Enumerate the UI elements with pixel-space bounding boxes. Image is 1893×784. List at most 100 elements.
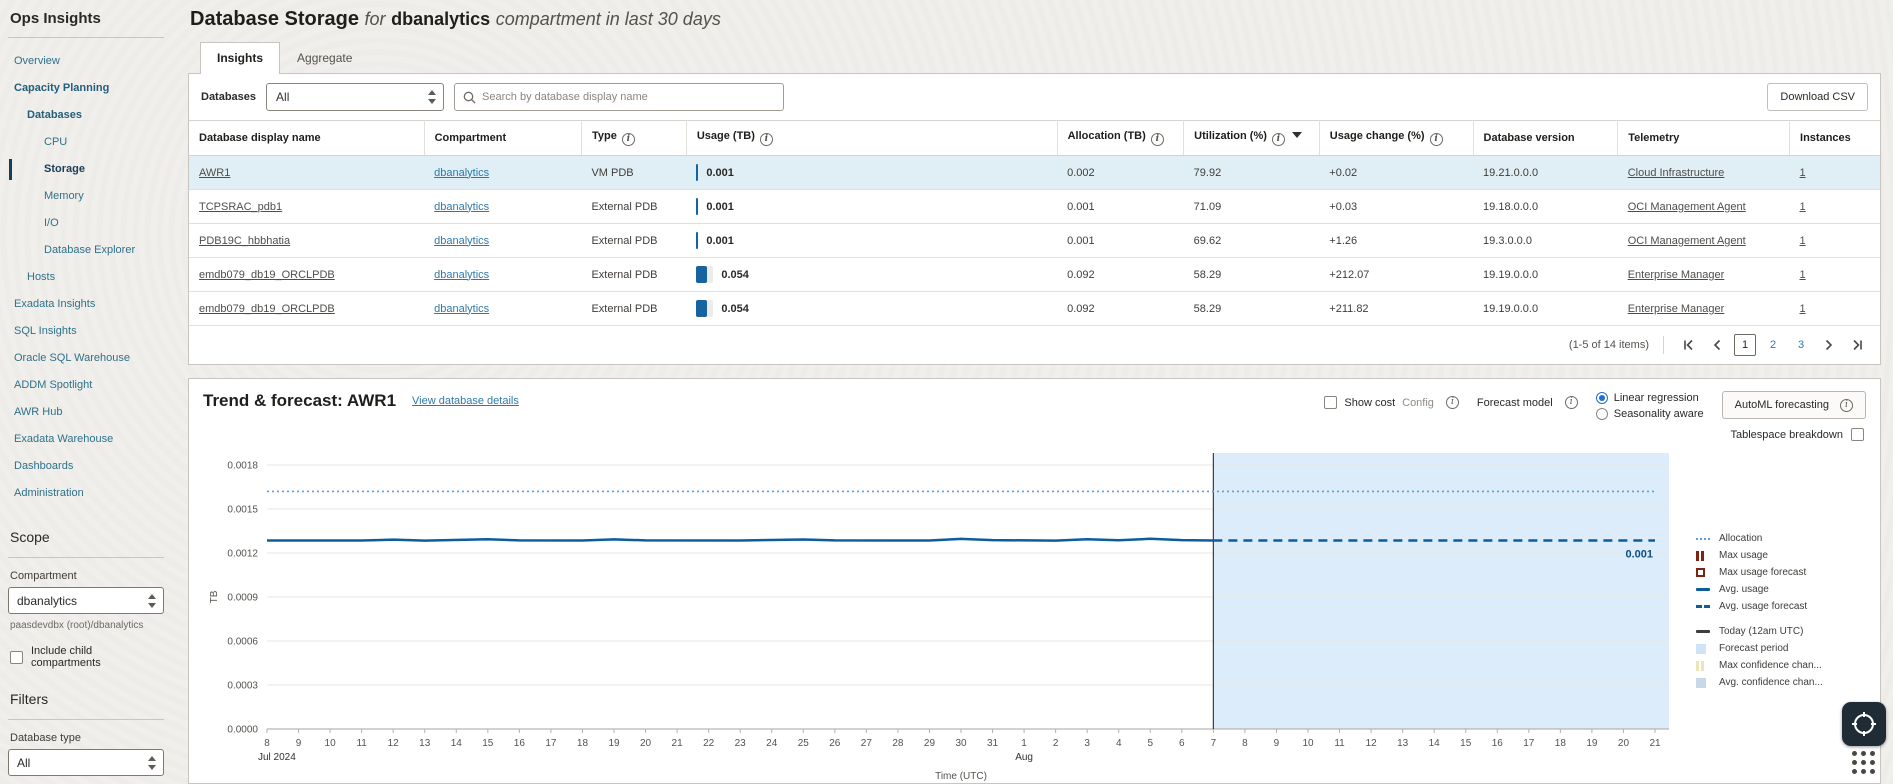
table-row[interactable]: TCPSRAC_pdb1 dbanalytics External PDB 0.001…	[189, 189, 1880, 224]
database-name-link[interactable]: AWR1	[199, 166, 231, 179]
svg-text:21: 21	[672, 738, 684, 749]
database-name-link[interactable]: emdb079_db19_ORCLPDB	[199, 268, 335, 281]
info-icon[interactable]	[759, 133, 773, 146]
download-csv-button[interactable]: Download CSV	[1767, 83, 1868, 111]
sidebar-item-addm-spotlight[interactable]: ADDM Spotlight	[14, 379, 93, 391]
table-row[interactable]: AWR1 dbanalytics VM PDB 0.001 0.002 79.92 +0.0…	[189, 155, 1880, 190]
table-row[interactable]: emdb079_db19_ORCLPDB dbanalytics External …	[189, 291, 1880, 326]
show-cost-checkbox[interactable]	[1324, 396, 1338, 409]
table-row[interactable]: emdb079_db19_ORCLPDB dbanalytics External …	[189, 257, 1880, 292]
view-database-details-link[interactable]: View database details	[412, 395, 519, 407]
database-name-link[interactable]: PDB19C_hbbhatia	[199, 234, 291, 247]
cell-usage: 0.054	[686, 291, 1058, 326]
database-type-select[interactable]: All	[8, 749, 164, 776]
globe-widget-button[interactable]	[1842, 702, 1886, 746]
sidebar-item-administration[interactable]: Administration	[14, 487, 84, 499]
pagination-first-button[interactable]	[1678, 334, 1700, 356]
info-icon[interactable]	[1429, 133, 1443, 146]
legend-item-avg-confidence-chan[interactable]: Avg. confidence chan...	[1696, 677, 1866, 688]
sidebar-item-i-o[interactable]: I/O	[44, 217, 59, 229]
sidebar-item-capacity-planning[interactable]: Capacity Planning	[14, 82, 110, 94]
pagination-next-button[interactable]	[1818, 334, 1840, 356]
info-icon[interactable]	[1150, 133, 1164, 146]
column-header-database-display-name[interactable]: Database display name	[189, 120, 425, 156]
tab-insights[interactable]: Insights	[200, 42, 281, 74]
compartment-link[interactable]: dbanalytics	[434, 234, 490, 247]
databases-select[interactable]: All	[266, 83, 445, 111]
pagination-page-1[interactable]: 1	[1734, 334, 1756, 356]
column-header-database-version[interactable]: Database version	[1473, 120, 1619, 156]
sidebar-item-exadata-insights[interactable]: Exadata Insights	[14, 298, 96, 310]
instances-link[interactable]: 1	[1799, 234, 1806, 247]
instances-link[interactable]: 1	[1799, 268, 1806, 281]
compartment-select[interactable]: dbanalytics	[8, 587, 164, 614]
info-icon[interactable]	[1271, 133, 1285, 146]
telemetry-link[interactable]: OCI Management Agent	[1627, 234, 1746, 247]
pagination-prev-button[interactable]	[1706, 334, 1728, 356]
sidebar-item-databases[interactable]: Databases	[27, 109, 83, 121]
radio-option-linear-regression[interactable]: Linear regression	[1595, 392, 1704, 404]
compartment-link[interactable]: dbanalytics	[434, 302, 490, 315]
search-input[interactable]	[482, 91, 776, 103]
sidebar-item-oracle-sql-warehouse[interactable]: Oracle SQL Warehouse	[14, 352, 130, 364]
automl-info-icon[interactable]	[1840, 398, 1853, 412]
instances-link[interactable]: 1	[1799, 200, 1806, 213]
cell-database-name: PDB19C_hbbhatia	[189, 223, 425, 258]
database-name-link[interactable]: emdb079_db19_ORCLPDB	[199, 302, 335, 315]
automl-forecasting-button[interactable]: AutoML forecasting	[1721, 391, 1866, 419]
telemetry-link[interactable]: OCI Management Agent	[1627, 200, 1746, 213]
legend-item-today-12am-utc[interactable]: Today (12am UTC)	[1696, 626, 1866, 637]
column-header-usage-tb[interactable]: Usage (TB)	[686, 120, 1058, 156]
column-header-utilization[interactable]: Utilization (%)	[1183, 120, 1320, 156]
column-header-compartment[interactable]: Compartment	[424, 120, 582, 156]
sidebar-item-memory[interactable]: Memory	[44, 190, 84, 202]
config-label[interactable]: Config	[1402, 396, 1434, 409]
instances-link[interactable]: 1	[1799, 302, 1806, 315]
telemetry-link[interactable]: Cloud Infrastructure	[1627, 166, 1725, 179]
legend-item-allocation[interactable]: Allocation	[1696, 533, 1866, 544]
column-header-instances[interactable]: Instances	[1789, 120, 1880, 156]
compartment-link[interactable]: dbanalytics	[434, 268, 490, 281]
sidebar-item-storage[interactable]: Storage	[8, 156, 164, 183]
drag-handle-dots-icon[interactable]	[1851, 751, 1877, 776]
legend-item-forecast-period[interactable]: Forecast period	[1696, 643, 1866, 654]
radio-option-seasonality-aware[interactable]: Seasonality aware	[1595, 408, 1704, 420]
instances-link[interactable]: 1	[1799, 166, 1806, 179]
sidebar-item-sql-insights[interactable]: SQL Insights	[14, 325, 77, 337]
table-row[interactable]: PDB19C_hbbhatia dbanalytics External PDB 0.…	[189, 223, 1880, 258]
sidebar-item-database-explorer[interactable]: Database Explorer	[44, 244, 136, 256]
config-info-icon[interactable]	[1445, 396, 1459, 409]
sidebar-item-exadata-warehouse[interactable]: Exadata Warehouse	[14, 433, 114, 445]
legend-item-max-usage-forecast[interactable]: Max usage forecast	[1696, 567, 1866, 578]
database-name-link[interactable]: TCPSRAC_pdb1	[199, 200, 283, 213]
column-header-usage-change[interactable]: Usage change (%)	[1319, 120, 1474, 156]
tablespace-breakdown-checkbox[interactable]	[1851, 428, 1864, 441]
column-header-allocation-tb[interactable]: Allocation (TB)	[1057, 120, 1185, 156]
sidebar-item-dashboards[interactable]: Dashboards	[14, 460, 74, 472]
forecast-model-info-icon[interactable]	[1564, 396, 1578, 409]
legend-item-max-usage[interactable]: Max usage	[1696, 550, 1866, 561]
pagination-last-button[interactable]	[1846, 334, 1868, 356]
sort-descending-icon[interactable]	[1291, 132, 1302, 138]
legend-item-avg-usage[interactable]: Avg. usage	[1696, 584, 1866, 595]
pagination-page-3[interactable]: 3	[1797, 339, 1805, 351]
tab-aggregate[interactable]: Aggregate	[297, 51, 353, 65]
legend-item-avg-usage-forecast[interactable]: Avg. usage forecast	[1696, 601, 1866, 612]
pagination-page-2[interactable]: 2	[1769, 339, 1777, 351]
legend-label: Today (12am UTC)	[1719, 626, 1804, 637]
column-header-telemetry[interactable]: Telemetry	[1617, 120, 1791, 156]
legend-item-max-confidence-chan[interactable]: Max confidence chan...	[1696, 660, 1866, 671]
compartment-link[interactable]: dbanalytics	[434, 200, 490, 213]
sidebar-item-hosts[interactable]: Hosts	[27, 271, 56, 283]
column-header-type[interactable]: Type	[581, 120, 687, 156]
info-icon[interactable]	[621, 133, 635, 146]
include-child-compartments-checkbox[interactable]	[10, 650, 23, 664]
telemetry-link[interactable]: Enterprise Manager	[1627, 302, 1725, 315]
sidebar-item-cpu[interactable]: CPU	[44, 136, 68, 148]
compartment-link[interactable]: dbanalytics	[434, 166, 490, 179]
sidebar-item-awr-hub[interactable]: AWR Hub	[14, 406, 63, 418]
sidebar-item-overview[interactable]: Overview	[14, 55, 60, 67]
telemetry-link[interactable]: Enterprise Manager	[1627, 268, 1725, 281]
svg-text:1: 1	[1021, 738, 1027, 749]
